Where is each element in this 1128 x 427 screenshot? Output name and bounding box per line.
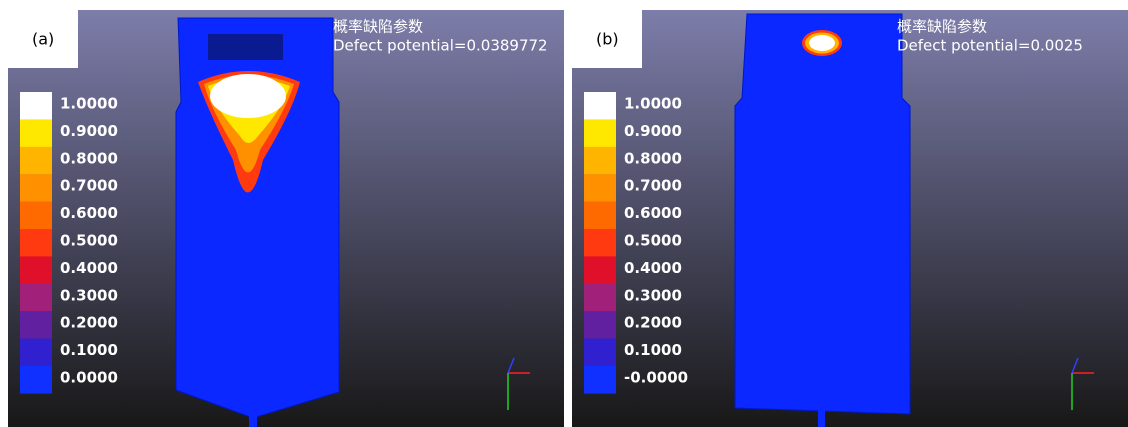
colorbar-label: 0.9000 (624, 122, 682, 140)
colorbar-swatch (20, 256, 52, 284)
colorbar-swatch (584, 311, 616, 339)
colorbar-label: 0.4000 (624, 259, 682, 277)
colorbar-swatch (584, 366, 616, 394)
colorbar-swatch (584, 92, 616, 120)
plate (735, 14, 910, 414)
inlet (818, 406, 825, 427)
colorbar-swatch (20, 119, 52, 147)
colorbar-swatch (584, 229, 616, 257)
colorbar-swatch (20, 229, 52, 257)
panel-label: (a) (32, 30, 54, 49)
colorbar-label: 0.8000 (624, 149, 682, 167)
colorbar-label: 0.5000 (60, 232, 118, 250)
colorbar-swatch (584, 339, 616, 367)
defect-potential: Defect potential=0.0389772 (333, 37, 548, 55)
colorbar-swatch (20, 366, 52, 394)
colorbar-swatch (584, 284, 616, 312)
inlet (249, 398, 257, 427)
colorbar-swatch (584, 119, 616, 147)
colorbar-swatch (20, 339, 52, 367)
colorbar-label: 0.8000 (60, 149, 118, 167)
vent (208, 34, 283, 60)
colorbar-label: 1.0000 (60, 95, 118, 113)
defect-potential: Defect potential=0.0025 (897, 37, 1083, 55)
colorbar-label: 0.4000 (60, 259, 118, 277)
panel-title: 概率缺陷参数 (333, 18, 423, 36)
colorbar-label: -0.0000 (624, 369, 688, 387)
figure: (a)概率缺陷参数Defect potential=0.03897721.000… (0, 0, 1128, 427)
colorbar-label: 0.1000 (624, 341, 682, 359)
colorbar-label: 0.0000 (60, 369, 118, 387)
colorbar-swatch (20, 311, 52, 339)
colorbar-swatch (20, 174, 52, 202)
colorbar-label: 1.0000 (624, 95, 682, 113)
colorbar-swatch (20, 202, 52, 230)
hotspot-core (210, 74, 286, 118)
colorbar-label: 0.2000 (60, 314, 118, 332)
hotspot-core (809, 35, 835, 51)
colorbar-label: 0.3000 (60, 286, 118, 304)
colorbar-swatch (584, 256, 616, 284)
panel-label: (b) (596, 30, 619, 49)
colorbar-label: 0.6000 (60, 204, 118, 222)
colorbar-swatch (20, 92, 52, 120)
colorbar-swatch (20, 147, 52, 175)
colorbar-label: 0.3000 (624, 286, 682, 304)
panel-title: 概率缺陷参数 (897, 18, 987, 36)
colorbar-label: 0.7000 (624, 177, 682, 195)
colorbar-swatch (584, 202, 616, 230)
colorbar-swatch (584, 147, 616, 175)
colorbar-label: 0.7000 (60, 177, 118, 195)
colorbar-label: 0.9000 (60, 122, 118, 140)
colorbar-label: 0.2000 (624, 314, 682, 332)
colorbar-swatch (584, 174, 616, 202)
colorbar-swatch (20, 284, 52, 312)
colorbar-label: 0.6000 (624, 204, 682, 222)
colorbar-label: 0.1000 (60, 341, 118, 359)
colorbar-label: 0.5000 (624, 232, 682, 250)
